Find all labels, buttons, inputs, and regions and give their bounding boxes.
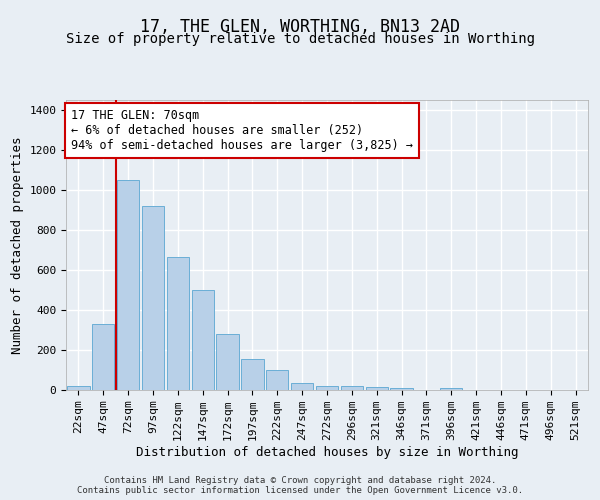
Text: 17, THE GLEN, WORTHING, BN13 2AD: 17, THE GLEN, WORTHING, BN13 2AD [140, 18, 460, 36]
Bar [167, 257, 189, 390]
Bar [341, 386, 363, 390]
Y-axis label: Number of detached properties: Number of detached properties [11, 136, 24, 354]
Bar [241, 359, 263, 390]
Text: 17 THE GLEN: 70sqm
← 6% of detached houses are smaller (252)
94% of semi-detache: 17 THE GLEN: 70sqm ← 6% of detached hous… [71, 108, 413, 152]
Bar [440, 388, 463, 390]
Bar [191, 290, 214, 390]
Bar [92, 324, 115, 390]
Bar [117, 180, 139, 390]
Bar [142, 206, 164, 390]
Text: Contains HM Land Registry data © Crown copyright and database right 2024.
Contai: Contains HM Land Registry data © Crown c… [77, 476, 523, 495]
Bar [365, 387, 388, 390]
Bar [316, 386, 338, 390]
Bar [67, 386, 89, 390]
Bar [266, 370, 289, 390]
Bar [217, 334, 239, 390]
Text: Size of property relative to detached houses in Worthing: Size of property relative to detached ho… [65, 32, 535, 46]
Bar [391, 388, 413, 390]
Bar [291, 383, 313, 390]
X-axis label: Distribution of detached houses by size in Worthing: Distribution of detached houses by size … [136, 446, 518, 459]
